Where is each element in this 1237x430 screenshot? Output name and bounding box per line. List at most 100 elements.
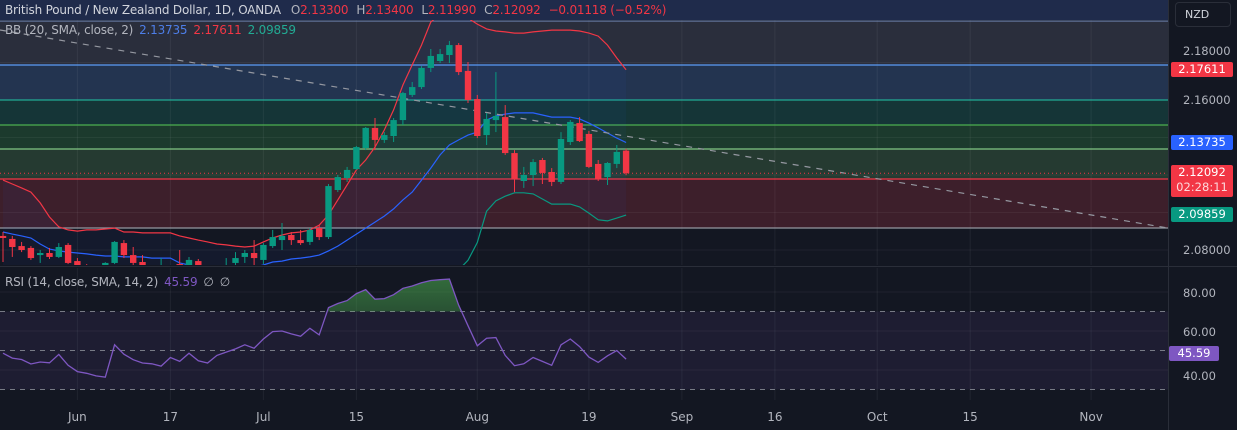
- candle[interactable]: [483, 112, 490, 145]
- candle[interactable]: [622, 148, 630, 176]
- candle[interactable]: [446, 40, 453, 64]
- candle[interactable]: [111, 241, 118, 265]
- candle-body: [511, 153, 518, 179]
- candle-body: [353, 147, 360, 169]
- candle-body: [102, 262, 109, 265]
- candle[interactable]: [55, 243, 62, 259]
- candle[interactable]: [427, 49, 434, 73]
- candle[interactable]: [102, 262, 109, 272]
- candle[interactable]: [139, 255, 146, 269]
- candle[interactable]: [334, 175, 341, 193]
- candle[interactable]: [120, 240, 128, 259]
- candle[interactable]: [557, 132, 565, 184]
- candle[interactable]: [176, 250, 183, 271]
- candle[interactable]: [409, 82, 416, 97]
- candle[interactable]: [64, 243, 72, 265]
- price-pane[interactable]: [0, 10, 1168, 319]
- candle-body: [195, 261, 202, 265]
- chart-canvas[interactable]: [0, 0, 1168, 430]
- candle[interactable]: [455, 43, 462, 76]
- candle[interactable]: [250, 240, 258, 266]
- candle[interactable]: [84, 264, 90, 272]
- candle[interactable]: [502, 105, 509, 155]
- candle[interactable]: [464, 61, 472, 103]
- candle[interactable]: [362, 127, 369, 151]
- candle[interactable]: [232, 252, 239, 266]
- candle-body: [427, 55, 434, 68]
- bb-lower-line[interactable]: [3, 192, 627, 319]
- candle[interactable]: [18, 241, 25, 253]
- candle[interactable]: [381, 132, 388, 143]
- bb-legend[interactable]: BB (20, SMA, close, 2) 2.13735 2.17611 2.09…: [5, 22, 302, 38]
- candle-body: [539, 160, 546, 173]
- candle[interactable]: [595, 160, 602, 181]
- candle[interactable]: [390, 118, 397, 142]
- candle[interactable]: [418, 66, 425, 89]
- bb-upper-line[interactable]: [2, 10, 627, 248]
- candle[interactable]: [520, 166, 527, 188]
- candle[interactable]: [492, 72, 500, 133]
- candle-body: [464, 70, 472, 100]
- candle[interactable]: [604, 162, 611, 185]
- candle[interactable]: [158, 258, 164, 272]
- candle[interactable]: [0, 232, 7, 262]
- candle[interactable]: [306, 228, 314, 245]
- candle-body: [120, 243, 128, 256]
- candle[interactable]: [316, 225, 323, 241]
- candle[interactable]: [436, 49, 444, 64]
- candle[interactable]: [511, 150, 518, 193]
- candle[interactable]: [223, 258, 229, 271]
- candle-body: [64, 244, 72, 263]
- candle[interactable]: [9, 235, 16, 257]
- candle[interactable]: [613, 145, 620, 169]
- candle-body: [139, 262, 146, 265]
- candle[interactable]: [297, 229, 304, 245]
- low-value: 2.11990: [427, 3, 477, 17]
- candle[interactable]: [195, 259, 202, 271]
- rsi-line[interactable]: [2, 278, 627, 378]
- candle[interactable]: [46, 247, 53, 259]
- candle[interactable]: [474, 94, 481, 139]
- currency-button[interactable]: NZD: [1175, 2, 1231, 27]
- candle[interactable]: [325, 184, 332, 239]
- candle[interactable]: [585, 130, 593, 169]
- last-price-value: 2.12092: [1178, 165, 1226, 179]
- candle[interactable]: [371, 118, 379, 151]
- rsi-pane[interactable]: [0, 268, 1168, 400]
- candle-body: [455, 45, 462, 73]
- price-axis[interactable]: NZD 2.18000 2.16000 2.08000 2.17611 2.13…: [1168, 0, 1237, 430]
- candle[interactable]: [539, 157, 546, 184]
- candle[interactable]: [353, 145, 360, 170]
- bar-countdown: 02:28:11: [1176, 180, 1228, 194]
- candle[interactable]: [548, 168, 555, 187]
- rsi-legend[interactable]: RSI (14, close, SMA, 14, 2) 45.59 ∅ ∅: [5, 274, 236, 290]
- rsi-legend-value: 45.59: [164, 275, 198, 289]
- candle[interactable]: [343, 166, 351, 182]
- symbol-header: British Pound / New Zealand Dollar, 1D, …: [0, 0, 1168, 20]
- candle[interactable]: [399, 91, 407, 125]
- bb-basis-line[interactable]: [2, 112, 627, 270]
- candle[interactable]: [260, 243, 267, 265]
- bb-lower-value: 2.09859: [247, 23, 296, 37]
- time-axis-label: Oct: [866, 410, 888, 424]
- candle[interactable]: [130, 247, 137, 265]
- candle[interactable]: [288, 232, 295, 245]
- bb-upper-value: 2.17611: [193, 23, 242, 37]
- candle-body: [548, 172, 555, 182]
- candle[interactable]: [529, 159, 537, 187]
- candle[interactable]: [278, 223, 286, 250]
- candle[interactable]: [567, 120, 574, 145]
- candle[interactable]: [74, 258, 81, 266]
- symbol-title[interactable]: British Pound / New Zealand Dollar, 1D, …: [5, 3, 281, 17]
- candle[interactable]: [27, 246, 35, 260]
- last-price-label: 2.12092 02:28:11: [1171, 165, 1233, 197]
- rsi-value-label: 45.59: [1169, 346, 1219, 361]
- candle[interactable]: [37, 250, 44, 263]
- candle[interactable]: [185, 256, 193, 271]
- candle-body: [250, 253, 258, 259]
- candle[interactable]: [241, 250, 248, 263]
- candle-body: [343, 169, 351, 178]
- trend-line[interactable]: [0, 29, 1168, 229]
- candle[interactable]: [269, 229, 276, 248]
- candle[interactable]: [576, 117, 583, 142]
